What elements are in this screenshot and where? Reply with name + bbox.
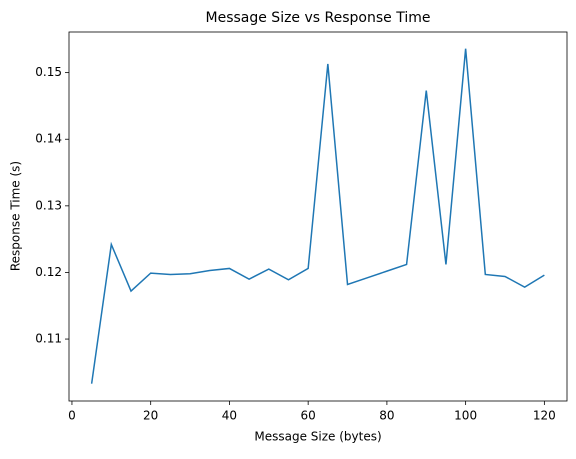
x-tick-label: 120 [533, 409, 556, 423]
y-tick-label: 0.13 [35, 198, 62, 212]
x-tick-label: 20 [143, 409, 158, 423]
data-line [90, 48, 545, 384]
x-tick-label: 0 [68, 409, 76, 423]
x-tick-label: 100 [454, 409, 477, 423]
x-tick-label: 80 [379, 409, 394, 423]
chart-title: Message Size vs Response Time [206, 10, 431, 26]
y-tick-label: 0.15 [35, 65, 62, 79]
y-tick-label: 0.11 [35, 332, 62, 346]
plot-frame [68, 31, 568, 402]
y-tick-label: 0.12 [35, 265, 62, 279]
x-tick-label: 40 [222, 409, 237, 423]
y-tick-label: 0.14 [35, 132, 62, 146]
x-tick-label: 60 [301, 409, 316, 423]
y-axis-label: Response Time (s) [9, 161, 23, 271]
x-axis-label: Message Size (bytes) [254, 430, 381, 444]
